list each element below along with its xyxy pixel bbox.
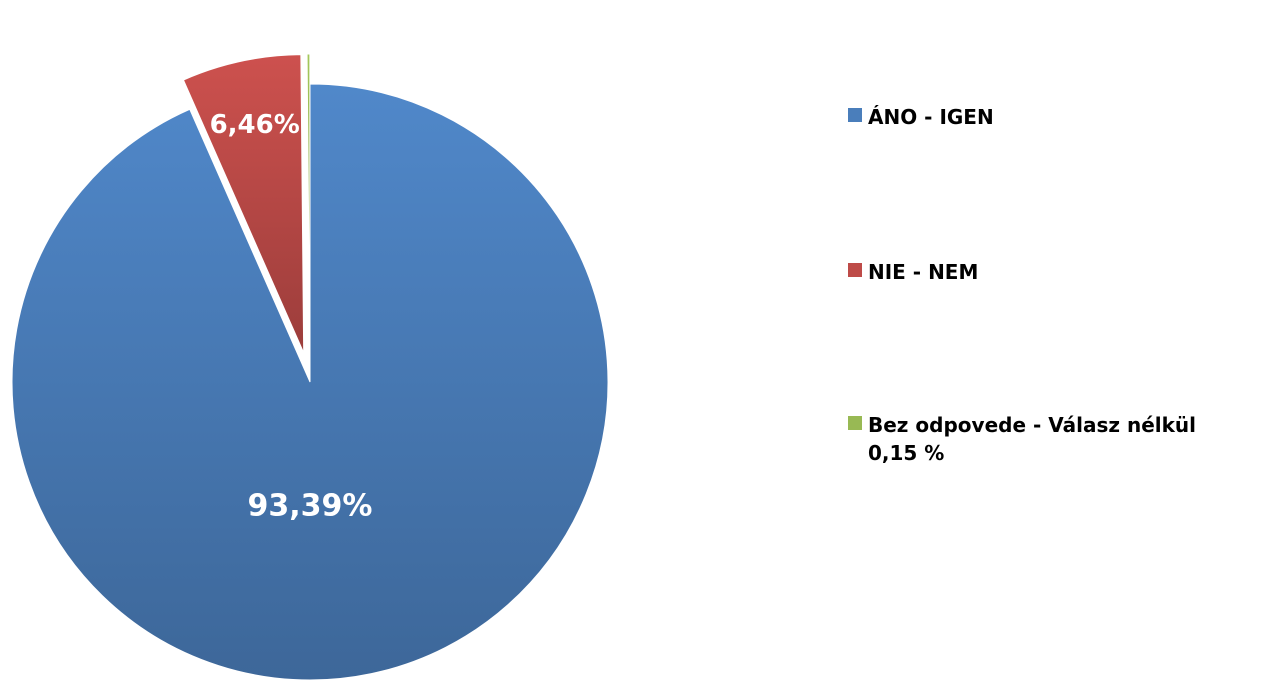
legend-swatch-ano-igen bbox=[848, 108, 862, 122]
pie-slices bbox=[11, 53, 609, 681]
pie-data-labels: 93,39% 6,46% bbox=[210, 110, 373, 524]
legend-label-ano-igen: ÁNO - IGEN bbox=[868, 105, 994, 129]
pie-slice-ano-igen bbox=[11, 83, 609, 681]
legend-label-bez-odpovede: Bez odpovede - Válasz nélkül 0,15 % bbox=[868, 411, 1196, 467]
data-label-ano-igen: 93,39% bbox=[248, 489, 373, 524]
legend-item-ano-igen: ÁNO - IGEN bbox=[848, 103, 994, 131]
pie-chart: 93,39% 6,46% bbox=[11, 53, 609, 681]
legend-item-bez-odpovede: Bez odpovede - Válasz nélkül 0,15 % bbox=[848, 411, 1196, 467]
legend-label-bez-odpovede-text: Bez odpovede - Válasz nélkül bbox=[868, 413, 1197, 437]
legend-label-bez-odpovede-value: 0,15 % bbox=[868, 441, 945, 465]
pie-slice-bez-odpovede-valasz-nelkul bbox=[306, 53, 311, 353]
legend-swatch-nie-nem bbox=[848, 263, 862, 277]
pie-slice-nie-nem bbox=[182, 54, 305, 353]
legend-item-nie-nem: NIE - NEM bbox=[848, 258, 978, 286]
legend-swatch-bez-odpovede bbox=[848, 416, 862, 430]
data-label-nie-nem: 6,46% bbox=[210, 110, 300, 140]
legend-label-nie-nem: NIE - NEM bbox=[868, 260, 979, 284]
